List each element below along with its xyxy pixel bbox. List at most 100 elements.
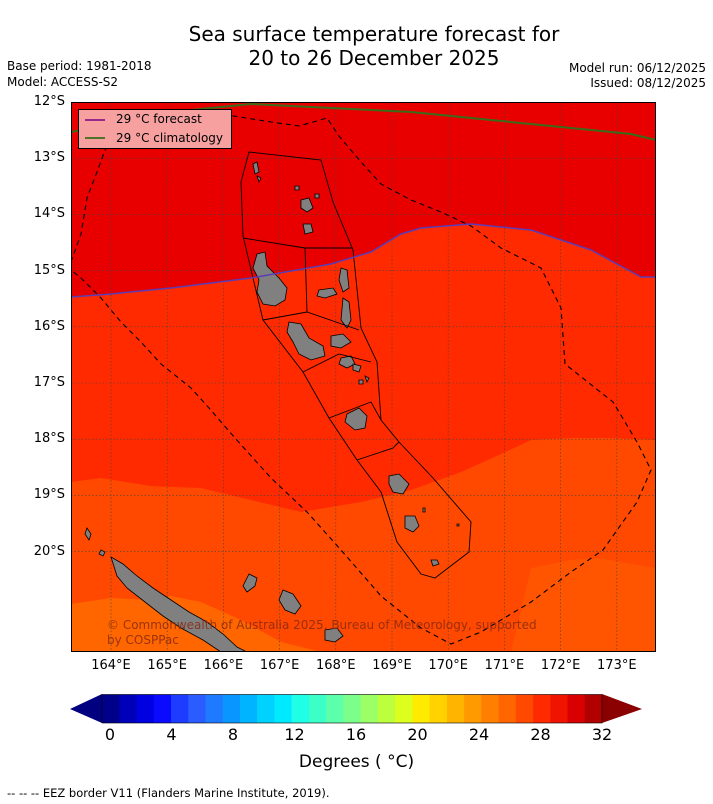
legend-swatches: [85, 119, 105, 139]
colorbar-cell: [584, 694, 603, 723]
lon-label: 167°E: [259, 658, 300, 673]
colorbar-cell: [205, 694, 223, 723]
colorbar-cell: [188, 694, 206, 723]
lon-label: 173°E: [597, 658, 637, 673]
lat-label: 19°S: [33, 487, 65, 503]
colorbar-cell: [239, 694, 258, 723]
colorbar: [70, 694, 642, 724]
colorbar-cell: [153, 694, 172, 723]
island-tiny-1: [294, 185, 300, 191]
island-loyalty-2: [278, 589, 302, 615]
colorbar-cell: [343, 694, 361, 723]
model-name: Model: ACCESS-S2: [7, 75, 119, 89]
colorbar-cell: [291, 694, 310, 723]
colorbar-tick-label: 24: [468, 725, 490, 744]
erromango: [388, 473, 410, 495]
lon-label: 171°E: [484, 658, 525, 673]
banks-islands-2: [302, 223, 314, 235]
legend: 29 °C forecast 29 °C climatology: [78, 109, 232, 149]
colorbar-cell: [515, 694, 534, 723]
tanna: [404, 515, 420, 533]
legend-forecast-label: 29 °C forecast: [116, 112, 202, 126]
forecast-contour: [71, 223, 656, 298]
island-belep: [98, 549, 106, 557]
colorbar-cell: [326, 694, 344, 723]
lat-label: 16°S: [33, 318, 65, 334]
issued-date: Issued: 08/12/2025: [590, 76, 706, 90]
colorbar-over-arrow: [602, 694, 642, 723]
colorbar-tick-label: 32: [591, 725, 613, 744]
lat-label: 18°S: [33, 431, 65, 447]
banks-islands-1: [300, 197, 314, 213]
colorbar-cell: [360, 694, 379, 723]
maewo: [338, 267, 350, 293]
colorbar-cell: [136, 694, 155, 723]
lon-label: 164°E: [91, 658, 131, 673]
colorbar-cell: [377, 694, 396, 723]
colorbar-cell: [533, 694, 551, 723]
colorbar-cell: [550, 694, 568, 723]
colorbar-cell: [464, 694, 482, 723]
colorbar-cell: [222, 694, 241, 723]
gridlines: [71, 102, 656, 652]
island-tiny-2: [314, 193, 320, 199]
colorbar-cell: [102, 694, 120, 723]
new-caledonia: [110, 556, 248, 652]
sst-band-27: [71, 438, 656, 652]
island-tiny-7: [456, 523, 460, 527]
colorbar-cell: [274, 694, 292, 723]
lon-label: 168°E: [316, 658, 356, 673]
lat-label: 17°S: [33, 375, 65, 390]
aneityum: [430, 559, 440, 567]
credit-line-2: by COSPPac: [107, 633, 179, 647]
island-tiny-6: [422, 507, 426, 513]
lon-label: 166°E: [203, 658, 244, 673]
lat-label: 20°S: [33, 543, 65, 559]
colorbar-tick-label: 12: [284, 725, 305, 744]
title-line-1: Sea surface temperature forecast for: [188, 22, 560, 46]
island-tiny-5: [256, 175, 262, 184]
colorbar-cell: [257, 694, 275, 723]
ambae: [316, 287, 338, 299]
colorbar-cell: [429, 694, 448, 723]
colorbar-tick-label: 28: [530, 725, 551, 744]
legend-climatology-label: 29 °C climatology: [116, 131, 224, 145]
colorbar-cell: [498, 694, 517, 723]
model-run: Model run: 06/12/2025: [568, 61, 706, 75]
efate: [344, 407, 368, 431]
pentecost: [340, 297, 352, 329]
torres-islands: [252, 161, 260, 175]
colorbar-cell: [412, 694, 430, 723]
colorbar-tick-label: 20: [407, 725, 428, 744]
province-boundaries: [240, 151, 472, 579]
malekula: [286, 321, 326, 361]
lon-label: 165°E: [147, 658, 187, 673]
lat-label: 13°S: [33, 150, 65, 166]
colorbar-under-arrow: [70, 694, 102, 723]
credit-line-1: © Commonwealth of Australia 2025, Bureau…: [107, 618, 537, 632]
colorbar-cell: [395, 694, 413, 723]
base-period: Base period: 1981-2018: [7, 59, 152, 73]
colorbar-tick-label: 0: [104, 725, 116, 744]
island-tiny-4: [364, 375, 370, 384]
colorbar-cell: [446, 694, 465, 723]
sst-map: © Commonwealth of Australia 2025, Bureau…: [71, 102, 656, 652]
island-loyalty-3: [324, 627, 344, 643]
colorbar-cell: [308, 694, 327, 723]
island-tiny-3: [358, 379, 364, 385]
lat-label: 14°S: [33, 206, 65, 222]
colorbar-tick-label: 4: [166, 725, 177, 744]
espiritu-santo: [252, 251, 288, 307]
colorbar-title: Degrees ( °C): [298, 752, 415, 772]
land-masses: [84, 161, 460, 652]
vanuatu-outline: [240, 151, 472, 579]
colorbar-tick-label: 16: [345, 725, 367, 744]
colorbar-cell: [567, 694, 586, 723]
island-loyalty-1: [242, 573, 258, 593]
lat-label: 15°S: [33, 262, 65, 278]
sst-band-26b: [511, 558, 656, 652]
lon-label: 170°E: [428, 658, 468, 673]
lat-label: 12°S: [33, 94, 65, 109]
colorbar-cell: [170, 694, 189, 723]
colorbar-cell: [119, 694, 137, 723]
